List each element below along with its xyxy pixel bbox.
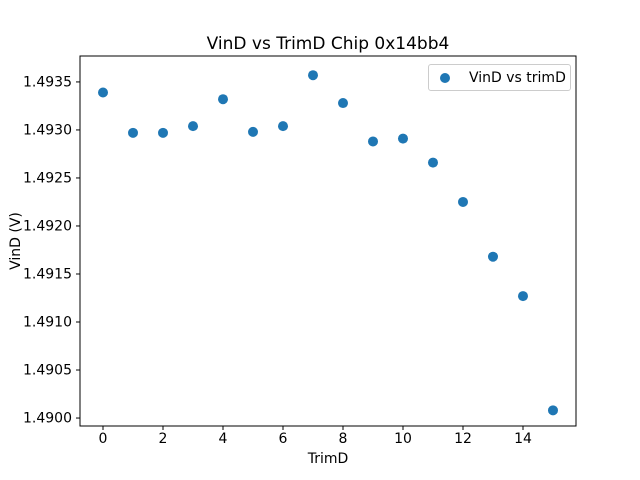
data-point	[427, 157, 438, 168]
data-point	[547, 405, 558, 416]
x-axis-label: TrimD	[307, 451, 349, 467]
data-point	[517, 291, 528, 302]
data-point	[457, 196, 468, 207]
data-point	[98, 87, 109, 98]
x-tick-label: 14	[514, 431, 532, 447]
y-tick-label: 1.4905	[23, 363, 72, 379]
data-point	[218, 94, 229, 105]
x-tick-label: 2	[159, 431, 168, 447]
legend: VinD vs trimD	[428, 64, 571, 91]
data-point	[128, 127, 139, 138]
y-tick-label: 1.4910	[23, 315, 72, 331]
y-tick-label: 1.4900	[23, 411, 72, 427]
legend-label: VinD vs trimD	[469, 69, 566, 86]
data-point	[158, 127, 169, 138]
y-axis-label: VinD (V)	[8, 212, 24, 270]
data-point	[188, 121, 199, 132]
x-tick-label: 8	[339, 431, 348, 447]
data-point	[487, 251, 498, 262]
data-point	[337, 98, 348, 109]
y-tick-label: 1.4930	[23, 122, 72, 138]
y-tick-label: 1.4925	[23, 170, 72, 186]
data-point	[278, 121, 289, 132]
data-point	[248, 126, 259, 137]
x-tick-label: 0	[99, 431, 108, 447]
legend-marker-dot-icon	[440, 72, 450, 83]
x-tick-label: 10	[394, 431, 412, 447]
y-tick-label: 1.4920	[23, 218, 72, 234]
x-tick-label: 6	[279, 431, 288, 447]
data-point	[397, 133, 408, 144]
y-tick-label: 1.4935	[23, 74, 72, 90]
y-tick-label: 1.4915	[23, 266, 72, 282]
x-tick-label: 4	[219, 431, 228, 447]
chart-title: VinD vs TrimD Chip 0x14bb4	[206, 34, 450, 54]
x-tick-label: 12	[454, 431, 472, 447]
data-point	[367, 136, 378, 147]
data-point	[308, 70, 319, 81]
axes-frame	[79, 55, 577, 427]
